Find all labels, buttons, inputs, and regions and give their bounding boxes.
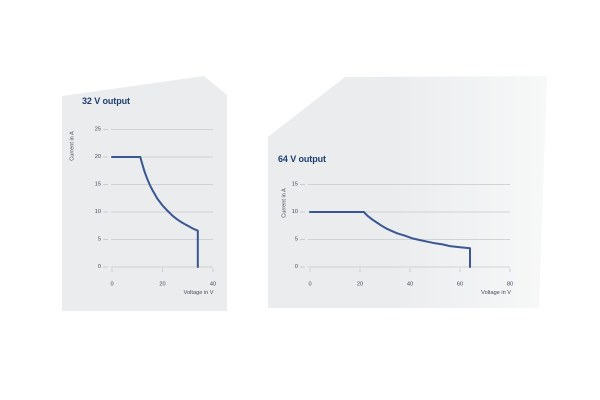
x-tick-label-0: 0 bbox=[110, 282, 113, 288]
y-tick-label-15: 15 bbox=[95, 182, 101, 188]
x-tick-label-80: 80 bbox=[507, 282, 513, 288]
chart-title-32v: 32 V output bbox=[82, 96, 130, 106]
chart-64-v-output: 0 5 10 15 0 20 40 60 80 Voltage in V Current in A bbox=[282, 182, 514, 297]
y-tick-label-0: 0 bbox=[295, 264, 298, 270]
x-tick-label-20: 20 bbox=[159, 282, 165, 288]
y-tick-label-10: 10 bbox=[292, 209, 298, 215]
y-tick-label-0: 0 bbox=[98, 264, 101, 270]
x-tick-label-40: 40 bbox=[210, 282, 216, 288]
y-tick-label-20: 20 bbox=[95, 154, 101, 160]
x-tick-label-20: 20 bbox=[357, 282, 363, 288]
x-tick-label-0: 0 bbox=[308, 282, 311, 288]
background-sheet-right bbox=[268, 76, 547, 308]
x-axis-label: Voltage in V bbox=[481, 290, 511, 296]
y-tick-label-25: 25 bbox=[95, 127, 101, 133]
x-axis-label: Voltage in V bbox=[184, 290, 214, 296]
y-tick-label-5: 5 bbox=[295, 237, 298, 243]
chart-title-64v: 64 V output bbox=[278, 154, 326, 164]
background-sheet-left bbox=[62, 76, 227, 311]
x-tick-label-40: 40 bbox=[407, 282, 413, 288]
y-axis-label: Current in A bbox=[282, 188, 288, 218]
chart-32-v-output: 0 5 10 15 20 25 0 20 40 Voltage in V Current in A bbox=[70, 127, 217, 297]
derating-curve bbox=[309, 211, 471, 268]
x-tick-label-60: 60 bbox=[457, 282, 463, 288]
derating-curve bbox=[111, 156, 199, 268]
y-axis-label: Current in A bbox=[70, 131, 76, 161]
y-tick-label-5: 5 bbox=[98, 237, 101, 243]
y-tick-label-15: 15 bbox=[292, 182, 298, 188]
y-tick-label-10: 10 bbox=[95, 209, 101, 215]
